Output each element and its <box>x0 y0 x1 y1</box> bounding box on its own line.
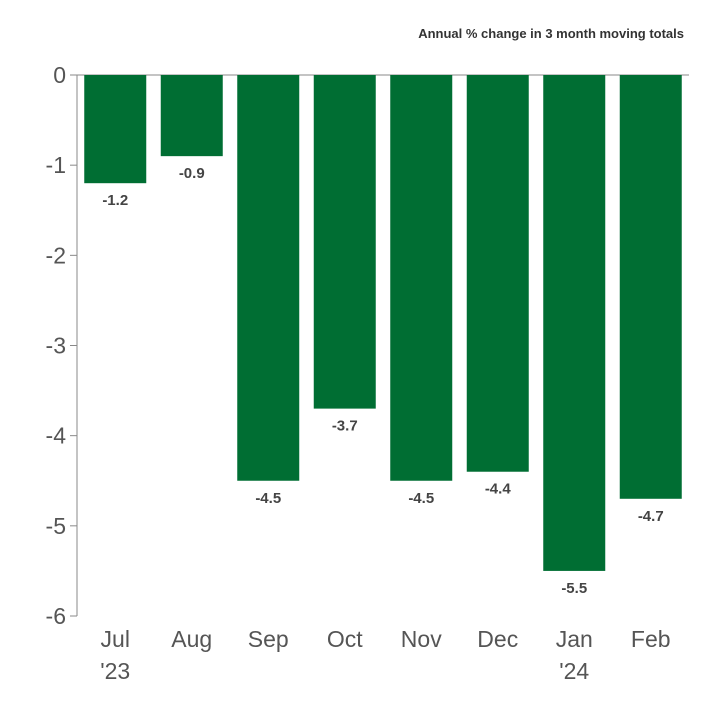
x-tick-label: Feb <box>631 626 671 652</box>
bar-value-label: -4.5 <box>255 490 281 507</box>
bar-value-label: -5.5 <box>561 580 587 597</box>
bar-value-label: -0.9 <box>179 165 205 182</box>
x-tick-label: Jul <box>101 626 130 652</box>
bars <box>84 75 682 571</box>
x-tick-label: Dec <box>477 626 518 652</box>
chart-subtitle: Annual % change in 3 month moving totals <box>418 26 684 41</box>
bar <box>313 75 376 409</box>
y-axis-ticks: 0 -1 -2 -3 -4 -5 -6 <box>46 62 77 629</box>
bar <box>466 75 529 472</box>
x-tick-year-label: '23 <box>100 658 130 684</box>
bar <box>160 75 223 157</box>
x-tick-label: Jan <box>556 626 593 652</box>
x-tick-label: Nov <box>401 626 442 652</box>
y-tick-label: -1 <box>46 152 66 178</box>
bar-value-label: -4.7 <box>638 508 664 525</box>
bar-value-label: -1.2 <box>102 192 128 209</box>
x-tick-label: Aug <box>171 626 212 652</box>
bar <box>237 75 300 481</box>
bar-value-label: -3.7 <box>332 418 358 435</box>
bar <box>619 75 682 499</box>
bar <box>84 75 147 184</box>
y-tick-label: -6 <box>46 603 66 629</box>
data-labels: -1.2 -0.9 -4.5 -3.7 -4.5 -4.4 -5.5 -4.7 <box>102 165 663 597</box>
bar-value-label: -4.4 <box>485 481 512 498</box>
bar <box>390 75 453 481</box>
y-tick-label: -5 <box>46 513 66 539</box>
x-tick-label: Oct <box>327 626 363 652</box>
x-tick-year-label: '24 <box>559 658 589 684</box>
bar-value-label: -4.5 <box>408 490 434 507</box>
y-tick-label: 0 <box>53 62 66 88</box>
x-tick-label: Sep <box>248 626 289 652</box>
x-axis-ticks: Jul '23 Aug Sep Oct Nov Dec Jan '24 Feb <box>100 626 670 684</box>
bar <box>543 75 606 571</box>
y-tick-label: -4 <box>46 423 67 449</box>
y-tick-label: -3 <box>46 333 66 359</box>
y-tick-label: -2 <box>46 242 66 268</box>
